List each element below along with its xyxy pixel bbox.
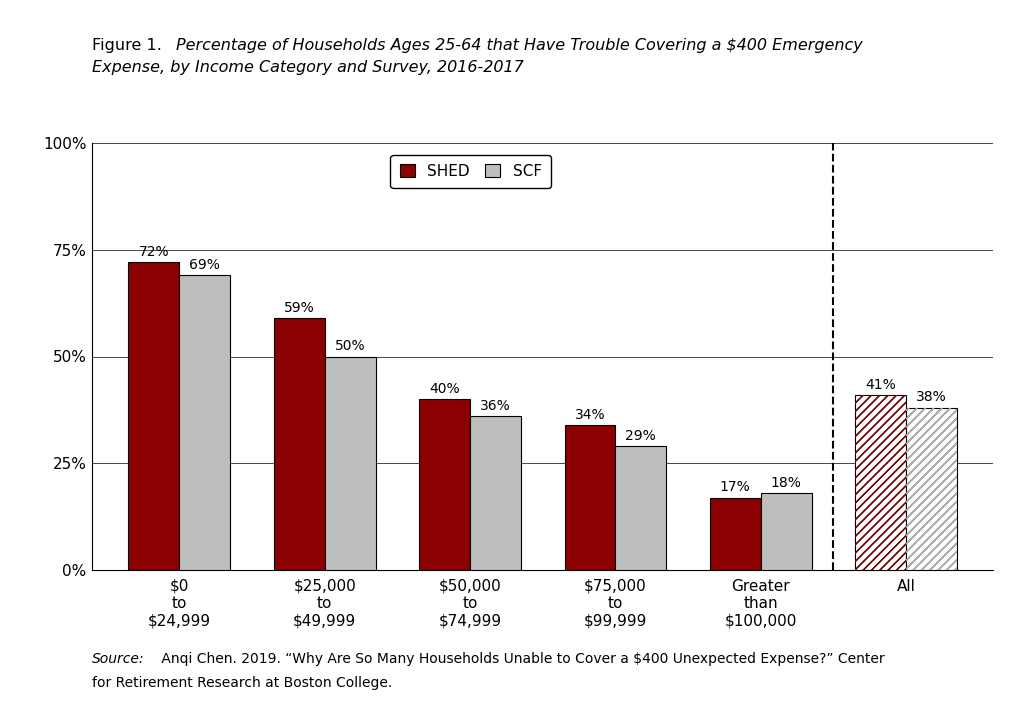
Bar: [855, 395, 906, 570]
Bar: [564, 425, 615, 570]
Bar: [419, 399, 470, 570]
Text: 36%: 36%: [480, 399, 511, 413]
Bar: [179, 275, 230, 570]
Text: 18%: 18%: [771, 476, 802, 490]
Text: 50%: 50%: [335, 339, 366, 353]
Bar: [615, 446, 667, 570]
Text: 17%: 17%: [720, 481, 751, 494]
Text: Anqi Chen. 2019. “Why Are So Many Households Unable to Cover a $400 Unexpected E: Anqi Chen. 2019. “Why Are So Many Househ…: [157, 652, 885, 667]
Bar: [128, 262, 179, 570]
Text: Figure 1.: Figure 1.: [92, 39, 167, 53]
Bar: [710, 498, 761, 570]
Bar: [273, 318, 325, 570]
Bar: [761, 493, 812, 570]
Text: 29%: 29%: [626, 429, 656, 443]
Text: for Retirement Research at Boston College.: for Retirement Research at Boston Colleg…: [92, 676, 392, 690]
Text: Source:: Source:: [92, 652, 144, 667]
Text: 72%: 72%: [138, 245, 169, 259]
Bar: [325, 356, 376, 570]
Text: 40%: 40%: [429, 382, 460, 396]
Bar: [855, 395, 906, 570]
Text: 34%: 34%: [574, 408, 605, 421]
Text: 41%: 41%: [865, 378, 896, 391]
Text: Percentage of Households Ages 25-64 that Have Trouble Covering a $400 Emergency: Percentage of Households Ages 25-64 that…: [176, 39, 863, 53]
Bar: [470, 416, 521, 570]
Text: 69%: 69%: [189, 258, 220, 272]
Text: 38%: 38%: [916, 391, 947, 404]
Text: Expense, by Income Category and Survey, 2016-2017: Expense, by Income Category and Survey, …: [92, 60, 524, 75]
Bar: [906, 408, 957, 570]
Bar: [906, 408, 957, 570]
Legend: SHED, SCF: SHED, SCF: [390, 155, 551, 188]
Text: 59%: 59%: [284, 301, 314, 314]
